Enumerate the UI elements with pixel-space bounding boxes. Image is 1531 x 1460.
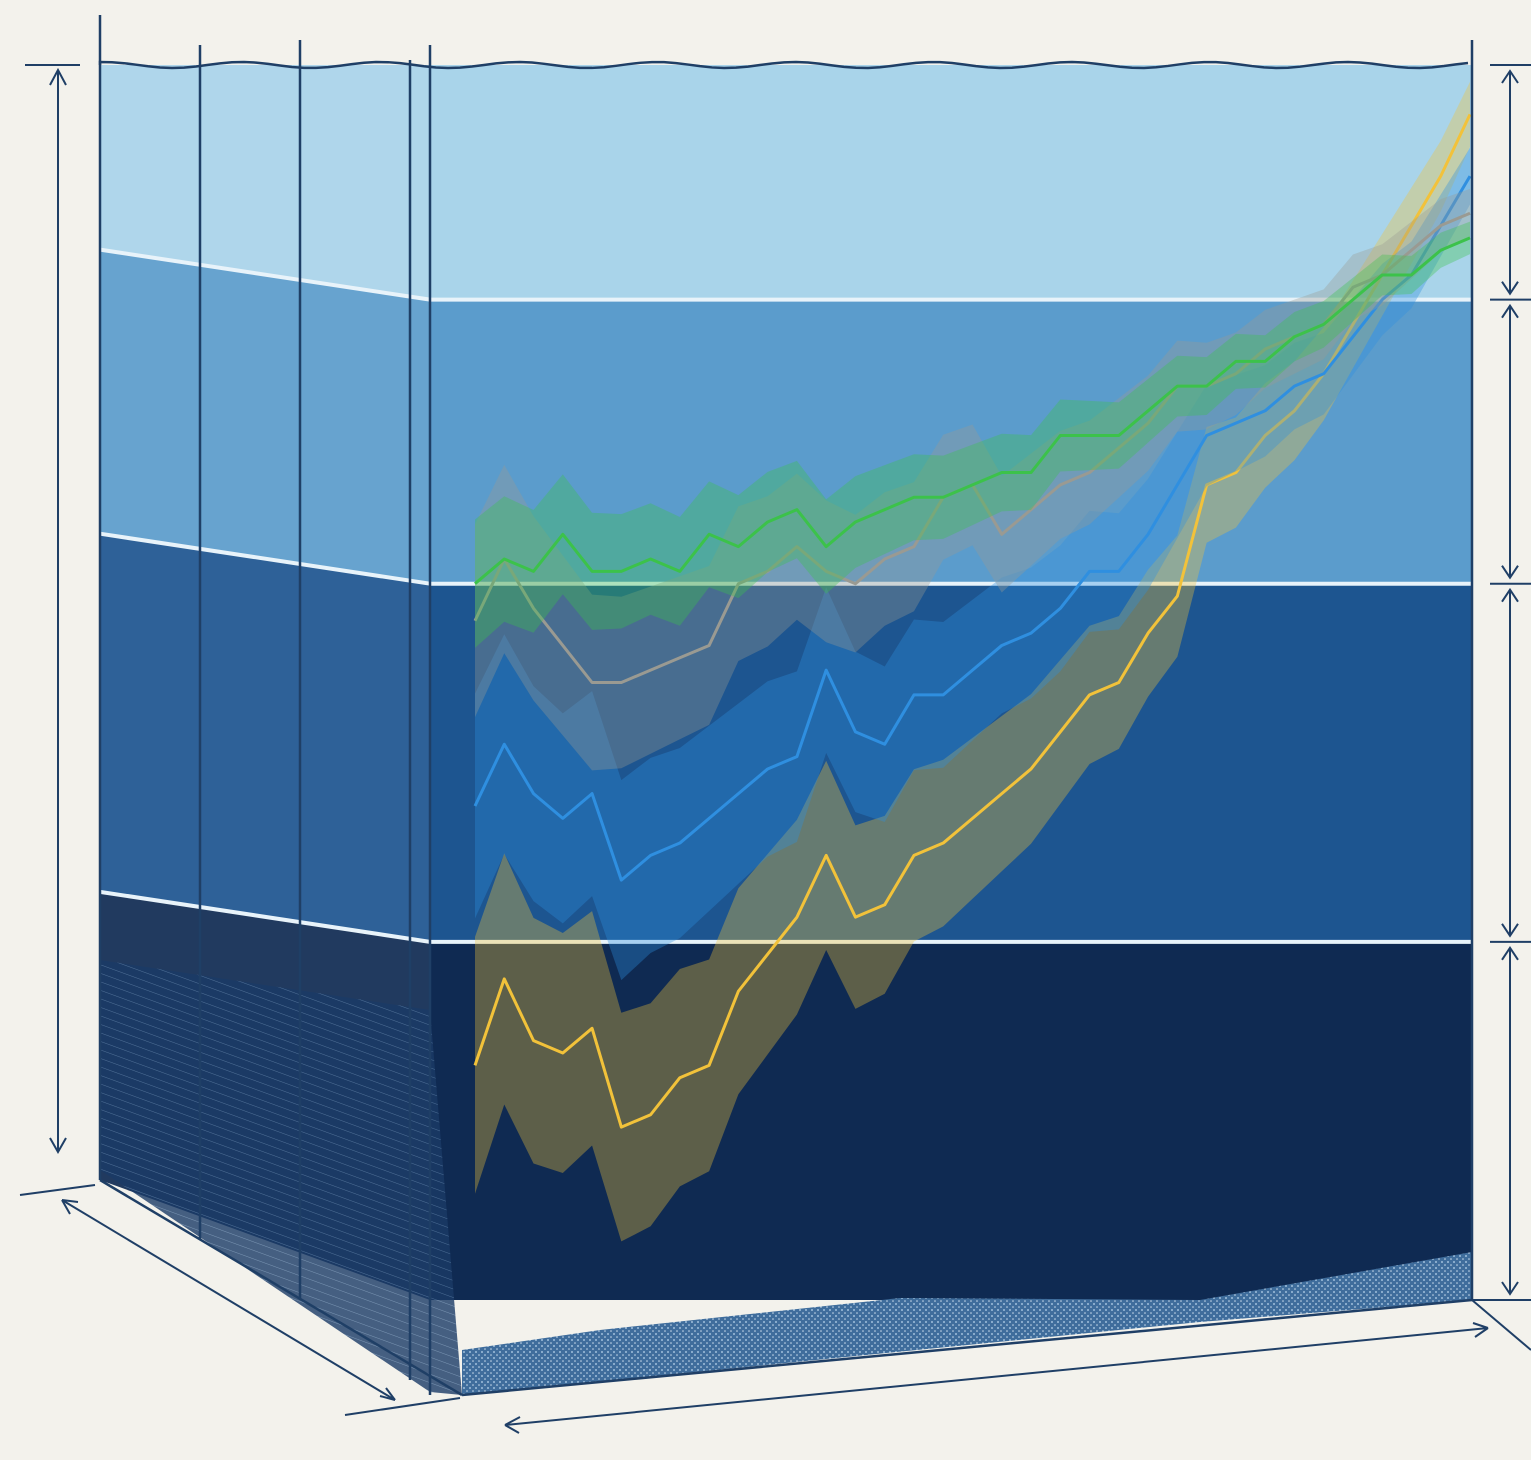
sediment xyxy=(462,1252,1472,1395)
water-surface xyxy=(98,60,1469,70)
water-layer xyxy=(430,65,1472,300)
dimension-lines xyxy=(19,64,1531,1434)
uncertainty-band xyxy=(475,188,1470,771)
series-line xyxy=(473,113,1472,1129)
side-layer xyxy=(100,65,430,300)
plot-area xyxy=(98,60,1472,1242)
series-line xyxy=(474,236,1471,585)
water-layer xyxy=(430,299,1472,584)
side-sediment xyxy=(100,960,462,1395)
water-layer xyxy=(430,941,1472,1300)
side-layer xyxy=(100,533,430,942)
frame xyxy=(98,15,1474,1397)
layer-dimensions xyxy=(1490,64,1531,1296)
uncertainty-band xyxy=(475,147,1470,981)
dimension-arrow xyxy=(1501,946,1519,1296)
side-boundary xyxy=(99,889,431,944)
water-layer xyxy=(430,583,1472,942)
front-face xyxy=(430,65,1472,1300)
side-layer xyxy=(100,249,430,584)
dimension-arrow xyxy=(1501,303,1519,580)
dimension-arrow xyxy=(1501,69,1519,296)
dimension-arrow xyxy=(1501,587,1519,938)
side-boundary xyxy=(99,531,431,586)
series-line xyxy=(473,175,1472,882)
uncertainty-band xyxy=(475,81,1470,1242)
side-boundary xyxy=(99,247,431,302)
